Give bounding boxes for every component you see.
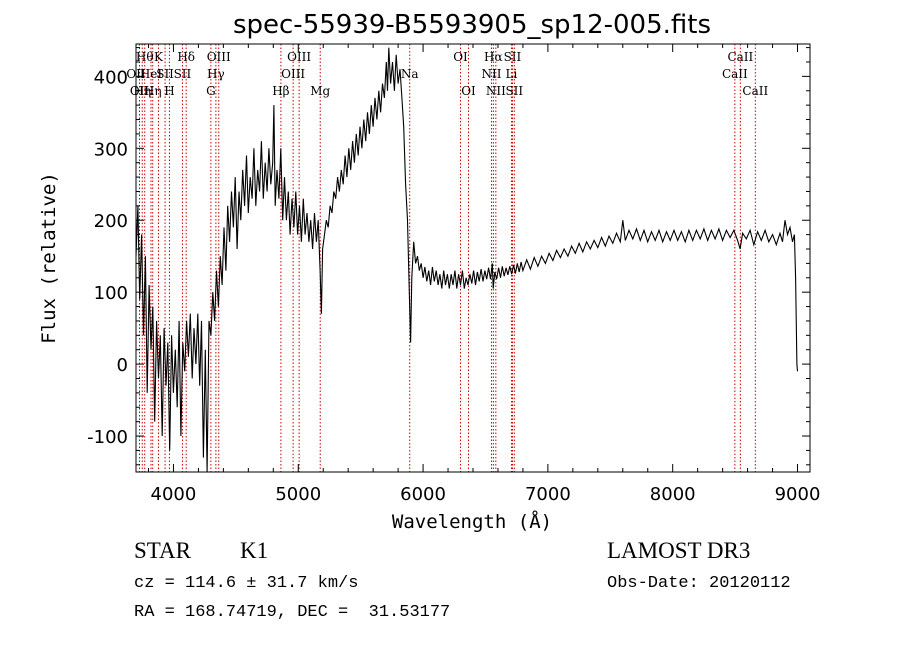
line-label-15: OIII bbox=[281, 67, 305, 81]
line-label-23: NII bbox=[486, 84, 506, 98]
x-tick-label-2: 6000 bbox=[400, 484, 446, 505]
y-tick-label-1: 0 bbox=[117, 355, 128, 376]
line-label-28: CaII bbox=[727, 50, 753, 64]
spectral-line-labels: OIIOIIHηHθHeIHηKSIIHHδSIIGHγOIIIHβOIIIOI… bbox=[126, 50, 768, 98]
object-subclass: K1 bbox=[240, 538, 269, 563]
x-tick-label-3: 7000 bbox=[525, 484, 571, 505]
x-tick-label-4: 8000 bbox=[650, 484, 696, 505]
axis-ticks bbox=[136, 44, 810, 472]
x-tick-label-1: 5000 bbox=[275, 484, 321, 505]
y-tick-label-4: 300 bbox=[94, 139, 128, 160]
y-axis-label: Flux (relative) bbox=[38, 172, 60, 344]
ra-dec-coordinates: RA = 168.74719, DEC = 31.53177 bbox=[134, 603, 451, 622]
line-label-10: SII bbox=[174, 67, 192, 81]
line-label-5: Hη bbox=[144, 84, 162, 98]
axis-tick-labels: 4000 5000 6000 7000 8000 9000 -100 0 100 200 300 40… bbox=[87, 67, 820, 505]
line-label-21: NII bbox=[481, 67, 501, 81]
observation-date: Obs-Date: 20120112 bbox=[607, 574, 791, 593]
x-tick-label-5: 9000 bbox=[775, 484, 821, 505]
line-label-14: Hβ bbox=[272, 84, 289, 98]
line-label-13: OIII bbox=[207, 50, 231, 64]
x-tick-label-0: 4000 bbox=[151, 484, 197, 505]
chart-title: spec-55939-B5593905_sp12-005.fits bbox=[233, 10, 711, 40]
spectrum-series-line bbox=[136, 47, 799, 472]
line-label-12: Hγ bbox=[207, 67, 225, 81]
plot-frame bbox=[135, 43, 811, 473]
y-tick-label-2: 100 bbox=[94, 283, 128, 304]
line-label-26: SII bbox=[505, 84, 523, 98]
object-class: STAR bbox=[134, 538, 191, 563]
redshift-cz: cz = 114.6 ± 31.7 km/s bbox=[134, 574, 359, 593]
line-label-6: K bbox=[154, 50, 164, 64]
plot-area bbox=[136, 47, 799, 472]
y-tick-label-0: -100 bbox=[87, 427, 128, 448]
line-label-1: OII bbox=[130, 84, 150, 98]
line-label-25: SII bbox=[504, 50, 522, 64]
line-label-18: Na bbox=[401, 67, 419, 81]
line-label-27: CaII bbox=[722, 67, 748, 81]
line-label-11: G bbox=[206, 84, 216, 98]
line-label-0: OII bbox=[126, 67, 146, 81]
line-label-20: OI bbox=[461, 84, 476, 98]
spectral-line-markers bbox=[135, 44, 756, 472]
x-axis-label: Wavelength (Å) bbox=[392, 510, 552, 533]
line-label-4: HeI bbox=[140, 67, 163, 81]
line-label-2: Hη bbox=[133, 84, 151, 98]
line-label-9: Hδ bbox=[177, 50, 195, 64]
line-label-8: H bbox=[164, 84, 174, 98]
line-label-29: CaII bbox=[742, 84, 768, 98]
line-label-3: Hθ bbox=[136, 50, 154, 64]
line-label-19: OI bbox=[453, 50, 468, 64]
y-tick-label-3: 200 bbox=[94, 211, 128, 232]
line-label-7: SII bbox=[156, 67, 174, 81]
line-label-16: OIII bbox=[287, 50, 311, 64]
line-label-22: Hα bbox=[484, 50, 503, 64]
line-label-24: Li bbox=[506, 67, 518, 81]
y-tick-label-5: 400 bbox=[94, 67, 128, 88]
survey-name: LAMOST DR3 bbox=[607, 538, 751, 563]
line-label-17: Mg bbox=[310, 84, 330, 98]
